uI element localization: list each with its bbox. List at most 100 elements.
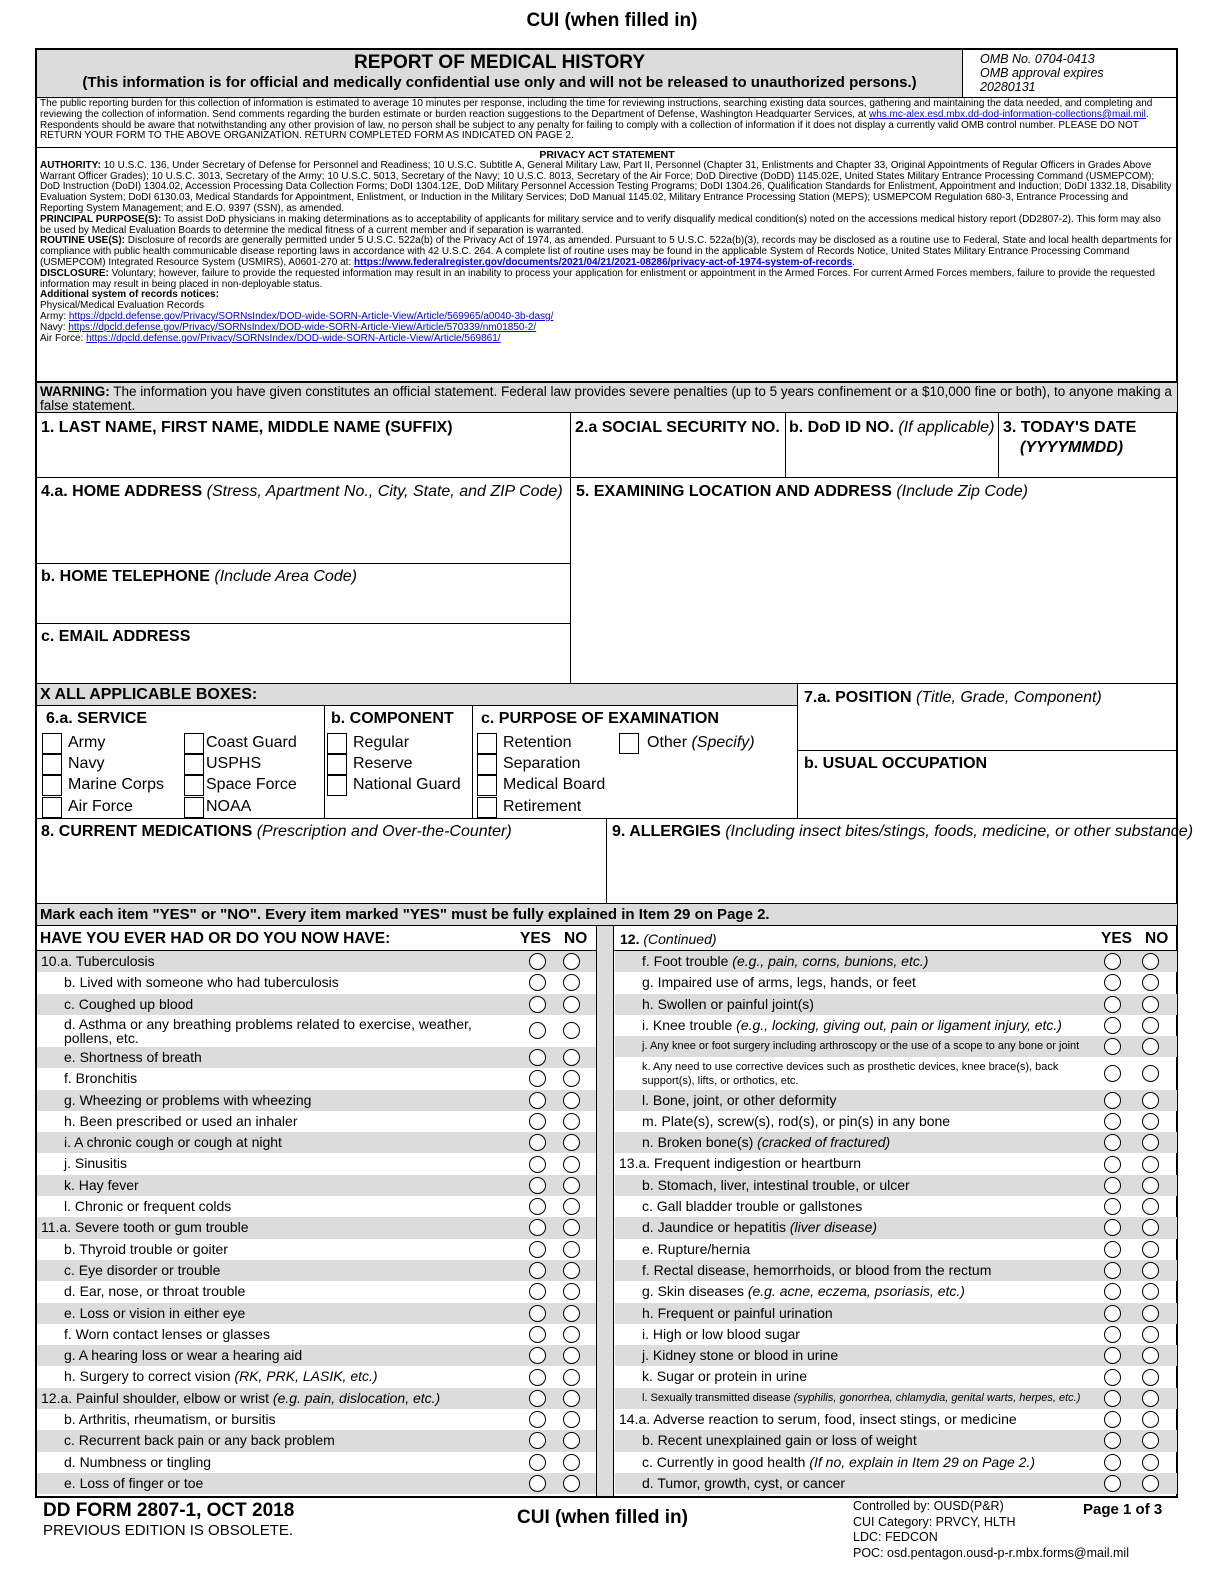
yes-radio[interactable] — [1104, 953, 1121, 971]
no-radio[interactable] — [563, 1049, 580, 1067]
yes-radio[interactable] — [1104, 1219, 1121, 1237]
checkbox-separation[interactable] — [477, 754, 497, 775]
no-radio[interactable] — [563, 995, 580, 1013]
no-radio[interactable] — [563, 1176, 580, 1194]
yes-radio[interactable] — [529, 1411, 546, 1429]
yes-radio[interactable] — [529, 1347, 546, 1365]
no-radio[interactable] — [1142, 1432, 1159, 1450]
checkbox-reserve[interactable] — [327, 754, 347, 775]
yes-radio[interactable] — [529, 1262, 546, 1280]
no-radio[interactable] — [563, 1070, 580, 1088]
yes-radio[interactable] — [529, 1091, 546, 1109]
name-field[interactable]: 1. LAST NAME, FIRST NAME, MIDDLE NAME (S… — [36, 413, 571, 478]
yes-radio[interactable] — [529, 1453, 546, 1471]
usual-occupation-field[interactable]: b. USUAL OCCUPATION — [797, 750, 1177, 819]
yes-radio[interactable] — [1104, 1475, 1121, 1493]
no-radio[interactable] — [563, 1432, 580, 1450]
no-radio[interactable] — [1142, 1155, 1159, 1173]
checkbox-navy[interactable] — [42, 754, 62, 775]
checkbox-coast-guard[interactable] — [184, 733, 204, 754]
yes-radio[interactable] — [1104, 1411, 1121, 1429]
checkbox-retirement[interactable] — [477, 797, 497, 818]
yes-radio[interactable] — [1104, 1325, 1121, 1343]
no-radio[interactable] — [563, 974, 580, 992]
yes-radio[interactable] — [529, 1198, 546, 1216]
yes-radio[interactable] — [1104, 974, 1121, 992]
checkbox-noaa[interactable] — [184, 797, 204, 818]
no-radio[interactable] — [563, 1453, 580, 1471]
burden-email-link[interactable]: whs.mc-alex.esd.mbx.dd-dod-information-c… — [868, 108, 1146, 120]
yes-radio[interactable] — [529, 1368, 546, 1386]
yes-radio[interactable] — [529, 1240, 546, 1258]
yes-radio[interactable] — [529, 1112, 546, 1130]
home-telephone-field[interactable]: b. HOME TELEPHONE (Include Area Code) — [36, 563, 571, 624]
no-radio[interactable] — [1142, 1475, 1159, 1493]
yes-radio[interactable] — [1104, 1065, 1121, 1082]
airforce-sorn-link[interactable]: https://dpcld.defense.gov/Privacy/SORNsI… — [86, 332, 501, 344]
yes-radio[interactable] — [1104, 1283, 1121, 1301]
no-radio[interactable] — [1142, 953, 1159, 971]
position-field[interactable]: 7.a. POSITION (Title, Grade, Component) — [797, 683, 1177, 751]
no-radio[interactable] — [563, 1368, 580, 1386]
yes-radio[interactable] — [529, 1432, 546, 1450]
yes-radio[interactable] — [1104, 1389, 1121, 1407]
home-address-field[interactable]: 4.a. HOME ADDRESS (Stress, Apartment No.… — [36, 477, 571, 564]
no-radio[interactable] — [1142, 1453, 1159, 1471]
yes-radio[interactable] — [529, 1070, 546, 1088]
yes-radio[interactable] — [529, 1389, 546, 1407]
no-radio[interactable] — [1142, 1240, 1159, 1258]
yes-radio[interactable] — [1104, 1368, 1121, 1386]
yes-radio[interactable] — [529, 1049, 546, 1067]
no-radio[interactable] — [563, 1347, 580, 1365]
yes-radio[interactable] — [529, 1325, 546, 1343]
no-radio[interactable] — [563, 953, 580, 971]
no-radio[interactable] — [1142, 1368, 1159, 1386]
no-radio[interactable] — [563, 1198, 580, 1216]
yes-radio[interactable] — [1104, 995, 1121, 1013]
yes-radio[interactable] — [529, 1022, 546, 1040]
yes-radio[interactable] — [1104, 1038, 1121, 1056]
current-medications-field[interactable]: 8. CURRENT MEDICATIONS (Prescription and… — [36, 818, 607, 904]
army-sorn-link[interactable]: https://dpcld.defense.gov/Privacy/SORNsI… — [68, 310, 554, 322]
yes-radio[interactable] — [1104, 1432, 1121, 1450]
yes-radio[interactable] — [1104, 1091, 1121, 1109]
no-radio[interactable] — [1142, 1304, 1159, 1322]
yes-radio[interactable] — [1104, 1262, 1121, 1280]
yes-radio[interactable] — [1104, 1134, 1121, 1152]
allergies-field[interactable]: 9. ALLERGIES (Including insect bites/sti… — [606, 818, 1193, 904]
no-radio[interactable] — [563, 1475, 580, 1493]
checkbox-national-guard[interactable] — [327, 775, 347, 796]
yes-radio[interactable] — [529, 1176, 546, 1194]
no-radio[interactable] — [563, 1389, 580, 1407]
checkbox-other[interactable] — [619, 733, 639, 754]
no-radio[interactable] — [1142, 1038, 1159, 1056]
no-radio[interactable] — [563, 1091, 580, 1109]
yes-radio[interactable] — [529, 953, 546, 971]
no-radio[interactable] — [563, 1411, 580, 1429]
yes-radio[interactable] — [1104, 1176, 1121, 1194]
checkbox-usphs[interactable] — [184, 754, 204, 775]
checkbox-army[interactable] — [42, 733, 62, 754]
no-radio[interactable] — [563, 1240, 580, 1258]
no-radio[interactable] — [1142, 1325, 1159, 1343]
yes-radio[interactable] — [529, 1219, 546, 1237]
dod-id-field[interactable]: b. DoD ID NO. (If applicable) — [785, 413, 999, 478]
no-radio[interactable] — [1142, 1017, 1159, 1035]
checkbox-air-force[interactable] — [42, 797, 62, 818]
no-radio[interactable] — [563, 1304, 580, 1322]
yes-radio[interactable] — [1104, 1347, 1121, 1365]
no-radio[interactable] — [1142, 1262, 1159, 1280]
no-radio[interactable] — [1142, 1219, 1159, 1237]
yes-radio[interactable] — [529, 1475, 546, 1493]
no-radio[interactable] — [1142, 1112, 1159, 1130]
no-radio[interactable] — [1142, 1176, 1159, 1194]
no-radio[interactable] — [563, 1155, 580, 1173]
yes-radio[interactable] — [529, 1283, 546, 1301]
no-radio[interactable] — [563, 1134, 580, 1152]
yes-radio[interactable] — [1104, 1017, 1121, 1035]
yes-radio[interactable] — [529, 1155, 546, 1173]
yes-radio[interactable] — [1104, 1198, 1121, 1216]
checkbox-medical-board[interactable] — [477, 775, 497, 796]
no-radio[interactable] — [1142, 1411, 1159, 1429]
no-radio[interactable] — [563, 1262, 580, 1280]
